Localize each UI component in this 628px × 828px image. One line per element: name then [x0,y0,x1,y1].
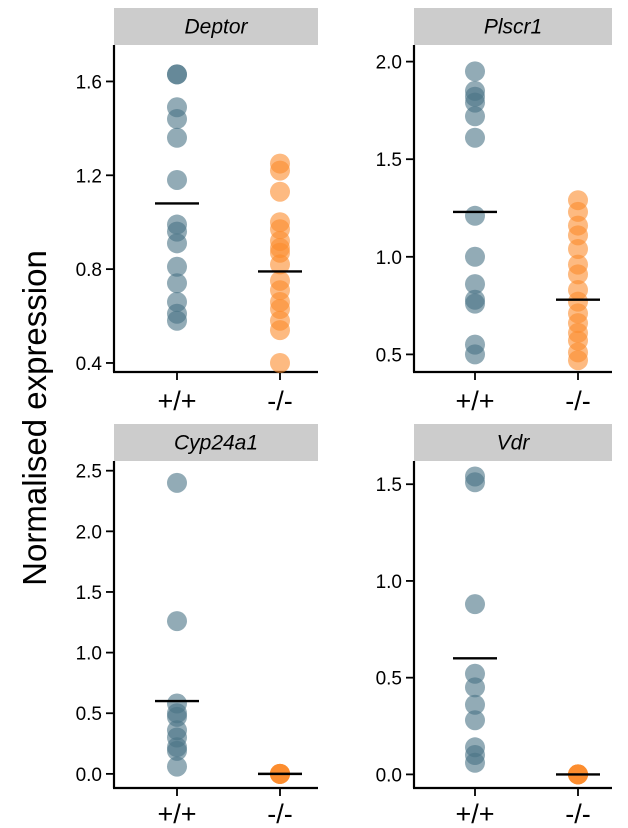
data-point [568,350,588,371]
data-point [167,233,187,254]
data-point [465,694,485,715]
panel-1: Plscr1 0.5 1.0 1.5 2.0 +/+ -/- [376,8,612,416]
y-tick-label: 0.8 [76,260,102,281]
data-point [167,273,187,294]
data-point [270,352,290,373]
y-axis-label: Normalised expression [16,250,53,586]
facet-panels: Deptor 0.4 0.8 1.2 1.6 +/+ -/- Plscr1 0.5 1.0 1.5 2… [76,8,612,828]
data-point [465,594,485,615]
x-tick-label: -/- [267,386,292,416]
y-tick-label: 0.5 [376,345,402,366]
panel-2: Cyp24a1 0.0 0.5 1.0 1.5 2.0 2.5 +/+ -/- [76,424,318,828]
y-tick-label: 1.2 [76,166,102,187]
facet-strip [414,8,612,45]
x-tick-label: +/+ [455,799,494,828]
data-point [568,201,588,222]
data-point [465,61,485,82]
y-tick-label: 2.0 [76,522,102,543]
x-tick-label: -/- [565,386,590,416]
data-point [167,108,187,129]
data-point [167,310,187,331]
x-tick-label: -/- [267,799,292,828]
y-tick-label: 1.5 [376,150,402,171]
data-point [465,293,485,314]
data-point [465,677,485,698]
data-point [465,106,485,127]
data-point [167,472,187,493]
y-tick-label: 1.5 [76,583,102,604]
y-tick-label: 0.0 [376,765,402,786]
data-point [167,611,187,632]
data-point [465,710,485,731]
x-tick-label: +/+ [157,386,196,416]
x-tick-label: -/- [565,799,590,828]
facet-title: Deptor [184,16,248,39]
facet-title: Plscr1 [484,16,542,39]
data-point [270,254,290,275]
x-tick-label: +/+ [455,386,494,416]
y-tick-label: 2.0 [376,53,402,74]
y-tick-label: 1.0 [376,248,402,269]
data-point [270,181,290,202]
y-tick-label: 0.4 [76,354,103,375]
data-point [167,64,187,85]
y-tick-label: 2.5 [76,462,102,483]
data-point [167,756,187,777]
y-tick-label: 1.0 [76,644,102,665]
y-tick-label: 1.6 [76,72,102,93]
data-point [465,274,485,295]
data-point [568,225,588,246]
data-point [568,238,588,259]
data-point [465,127,485,148]
data-point [465,752,485,773]
y-tick-label: 1.0 [376,572,402,593]
y-tick-label: 0.5 [376,669,402,690]
y-tick-label: 1.5 [376,475,402,496]
data-point [270,160,290,181]
data-point [167,740,187,761]
facet-strip [114,8,318,45]
facet-title: Vdr [497,432,531,455]
data-point [270,320,290,341]
data-point [465,205,485,226]
data-point [465,344,485,365]
facet-strip [114,424,318,461]
y-tick-label: 0.5 [76,704,102,725]
panel-0: Deptor 0.4 0.8 1.2 1.6 +/+ -/- [76,8,318,416]
data-point [167,169,187,190]
data-point [465,92,485,113]
data-point [167,256,187,277]
y-tick-label: 0.0 [76,765,102,786]
data-point [167,127,187,148]
facet-title: Cyp24a1 [174,432,258,455]
data-point [465,246,485,267]
facet-strip [414,424,612,461]
panel-3: Vdr 0.0 0.5 1.0 1.5 +/+ -/- [376,424,612,828]
x-tick-label: +/+ [157,799,196,828]
data-point [465,472,485,493]
data-point [568,264,588,285]
